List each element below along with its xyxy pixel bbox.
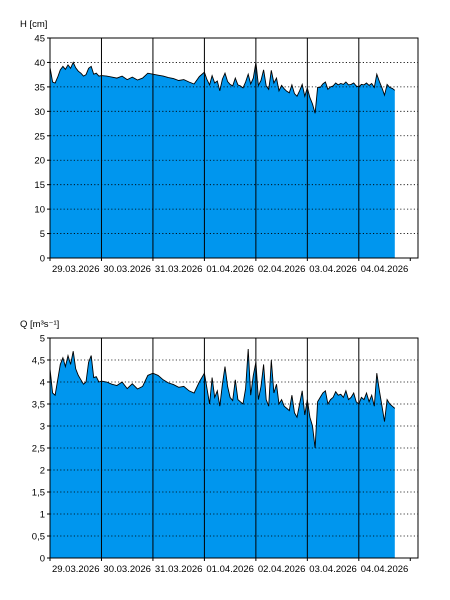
discharge-chart: 0 0,5 1 1,5 2 2,5 3 3,5 4 4,5 5 29.03.2026 30.03.202… [20,319,419,575]
y-axis-title: Q [m³s⁻¹] [20,319,59,330]
y-tick-label: 0 [40,554,45,565]
y-tick-label: 15 [34,180,45,191]
y-tick-label: 1,5 [32,488,45,499]
y-tick-label: 5 [40,334,45,345]
water-level-chart: 0 5 10 15 20 25 30 35 40 45 29.03.2026 30.03.2026 31… [20,19,419,275]
y-tick-label: 2 [40,466,45,477]
x-tick-label: 29.03.2026 [52,264,100,275]
x-tick-label: 02.04.2026 [258,264,306,275]
y-tick-label: 1 [40,510,45,521]
x-tick-label: 01.04.2026 [206,264,254,275]
x-tick-label: 02.04.2026 [258,564,306,575]
x-tick-label: 30.03.2026 [103,564,151,575]
y-tick-label: 20 [34,156,45,167]
x-tick-label: 03.04.2026 [309,264,357,275]
y-tick-label: 0 [40,254,45,265]
y-tick-label: 30 [34,107,45,118]
series-area [50,349,395,558]
plot-frame [49,337,419,559]
x-tick-label: 04.04.2026 [361,264,409,275]
y-tick-label: 4 [40,378,45,389]
y-tick-label: 3,5 [32,400,45,411]
series-line [49,61,396,114]
y-tick-label: 2,5 [32,444,45,455]
y-axis-title: H [cm] [20,19,47,30]
x-tick-label: 31.03.2026 [155,264,203,275]
y-tick-label: 45 [34,34,45,45]
plot-frame [49,37,419,259]
y-tick-label: 25 [34,131,45,142]
y-tick-label: 35 [34,82,45,93]
y-tick-label: 4,5 [32,356,45,367]
x-tick-label: 03.04.2026 [309,564,357,575]
y-tick-label: 10 [34,205,45,216]
series-line [49,348,396,449]
y-tick-label: 3 [40,422,45,433]
x-tick-label: 04.04.2026 [361,564,409,575]
x-tick-label: 01.04.2026 [206,564,254,575]
x-tick-label: 29.03.2026 [52,564,100,575]
y-tick-label: 5 [40,229,45,240]
y-tick-label: 0,5 [32,532,45,543]
x-tick-label: 30.03.2026 [103,264,151,275]
y-tick-label: 40 [34,58,45,69]
x-tick-label: 31.03.2026 [155,564,203,575]
